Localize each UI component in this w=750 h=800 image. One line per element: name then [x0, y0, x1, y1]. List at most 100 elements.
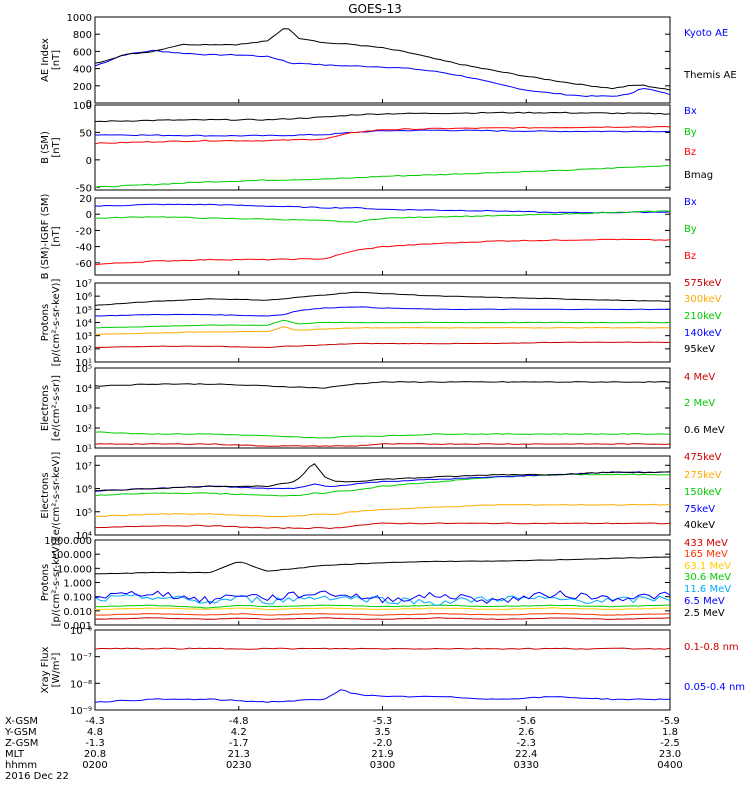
legend-entry: 275keV	[684, 470, 722, 481]
legend-entry: Bx	[684, 197, 697, 208]
ephemeris-value: 2.6	[518, 727, 534, 738]
y-tick-label: -50	[76, 183, 92, 194]
y-tick-label: 10⁻⁷	[70, 653, 92, 664]
y-tick-label: 10²	[75, 424, 92, 435]
panel-2: 20 0 -20 -40 -60 B (SM)-IGRF (SM) [nT] Bx By Bz	[40, 194, 697, 280]
ephemeris-value: 21.3	[228, 749, 250, 760]
legend-entry: Bz	[684, 147, 696, 158]
series-line-by	[95, 210, 671, 223]
legend-entry: 0.1-0.8 nm	[684, 642, 739, 653]
y-tick-label: 10.000	[57, 564, 92, 575]
ephemeris-value: 0300	[370, 760, 395, 771]
panel-frame	[94, 16, 671, 104]
ephemeris-value: -5.3	[373, 716, 393, 727]
plot-date: 2016 Dec 22	[5, 771, 69, 782]
series-line-140kev	[94, 306, 671, 317]
y-tick-label: 0.100	[63, 593, 92, 604]
y-tick-label: 10⁵	[75, 508, 92, 519]
y-tick-label: 400	[73, 65, 92, 76]
y-tick-label: 20	[79, 194, 92, 205]
y-axis-label: Protons	[40, 564, 51, 601]
series-line-165-mev	[94, 612, 671, 616]
ephemeris-value: -5.6	[516, 716, 536, 727]
series-line-2-5-mev	[94, 556, 671, 575]
y-axis-label: [e/(cm²-s-sr)]	[51, 375, 62, 441]
y-tick-label: 0	[86, 210, 92, 221]
ephemeris-value: 20.8	[84, 749, 106, 760]
y-tick-label: 10¹	[75, 444, 92, 455]
ephemeris-value: 0200	[82, 760, 107, 771]
y-tick-label: 10⁵	[75, 364, 92, 375]
ephemeris-value: -2.5	[660, 738, 680, 749]
series-line-bx	[94, 203, 671, 214]
y-tick-label: 0	[86, 99, 92, 110]
y-axis-label: B (SM)-IGRF (SM)	[40, 194, 51, 280]
y-axis-label: B (SM)	[40, 131, 51, 164]
series-line-40kev	[94, 463, 671, 492]
ephemeris-value: -4.3	[85, 716, 105, 727]
series-line-0-05-0-4-nm	[94, 689, 671, 703]
ephemeris-value: -4.8	[229, 716, 249, 727]
series-line-63-1-mev	[95, 607, 671, 611]
y-tick-label: 10⁴	[75, 319, 92, 330]
legend-entry: Kyoto AE	[684, 28, 728, 39]
ephemeris-value: -1.7	[229, 738, 249, 749]
panel-6: 1000.000 100.000 10.000 1.000 0.100 0.010 0.00…	[40, 536, 731, 632]
y-tick-label: 0.001	[63, 621, 92, 632]
series-line-themis-ae	[94, 28, 671, 91]
y-tick-label: 10⁻⁶	[70, 626, 92, 637]
y-tick-label: 10²	[75, 345, 92, 356]
y-axis-label: [p/(cm²-s-sr-keV)]	[51, 279, 62, 367]
ephemeris-value: -1.3	[85, 738, 105, 749]
y-tick-label: 10⁶	[75, 292, 92, 303]
y-tick-label: 10⁵	[75, 305, 92, 316]
series-line-bz	[94, 125, 671, 145]
panel-5: 10⁴ 10⁵ 10⁶ 10⁷ Electrons [e/(cm²-s-sr-keV)] 4…	[40, 452, 722, 542]
y-axis-label: Electrons	[40, 385, 51, 431]
y-tick-label: 100.000	[51, 550, 92, 561]
y-tick-label: 0	[86, 156, 92, 167]
y-axis-label: Protons	[40, 304, 51, 341]
legend-entry: By	[684, 224, 697, 235]
ephemeris-value: -5.9	[660, 716, 680, 727]
legend-entry: 95keV	[684, 344, 715, 355]
ephemeris-value: 4.2	[231, 727, 247, 738]
series-line-300kev	[94, 326, 671, 336]
y-tick-label: 10⁻⁸	[70, 679, 92, 690]
y-tick-label: 10⁷	[75, 279, 92, 290]
series-line-575kev	[94, 341, 671, 349]
y-axis-label: [p/(cm²-s-sr-keV)]	[51, 539, 62, 627]
series-line-bz	[94, 238, 671, 266]
legend-entry: Bz	[684, 251, 696, 262]
y-tick-label: -60	[76, 259, 92, 270]
ephemeris-value: 22.4	[515, 749, 537, 760]
y-tick-label: 800	[73, 30, 92, 41]
series-line-95kev	[94, 291, 670, 306]
panel-0: 1000 800 600 400 200 0 AE Index [nT] Kyoto AE The…	[40, 13, 737, 110]
panel-1: 100 50 0 -50 B (SM) [nT] Bx By Bz Bmag	[40, 101, 713, 194]
panel-7: 10⁻⁶ 10⁻⁷ 10⁻⁸ 10⁻⁹ Xray Flux [W/m²] 0.1-0.8 n…	[40, 626, 745, 717]
ephemeris-value: -2.0	[373, 738, 393, 749]
legend-entry: Bmag	[684, 170, 713, 181]
legend-entry: 0.6 MeV	[684, 425, 725, 436]
y-axis-label: [nT]	[51, 50, 62, 70]
legend-entry: 30.6 MeV	[684, 572, 731, 583]
legend-entry: 165 MeV	[684, 549, 728, 560]
y-axis-label: AE Index	[40, 38, 51, 82]
y-tick-label: 200	[73, 82, 92, 93]
ephemeris-value: 0400	[657, 760, 682, 771]
legend-entry: 2.5 MeV	[684, 608, 725, 619]
ephemeris-row-label: Y-GSM	[4, 727, 37, 738]
legend-entry: 75keV	[684, 504, 715, 515]
legend-entry: 40keV	[684, 520, 715, 531]
legend-entry: Themis AE	[683, 70, 737, 81]
y-tick-label: 10⁶	[75, 485, 92, 496]
panel-4: 10¹ 10² 10³ 10⁴ 10⁵ Electrons [e/(cm²-s-sr)] 4 …	[40, 364, 725, 455]
y-tick-label: -20	[76, 226, 92, 237]
series-line-4-mev	[94, 443, 671, 447]
legend-entry: 433 MeV	[684, 538, 728, 549]
ephemeris-value: 4.8	[87, 727, 103, 738]
ephemeris-value: 3.5	[375, 727, 391, 738]
legend-entry: 11.6 MeV	[684, 584, 731, 595]
series-line-by	[94, 165, 670, 188]
